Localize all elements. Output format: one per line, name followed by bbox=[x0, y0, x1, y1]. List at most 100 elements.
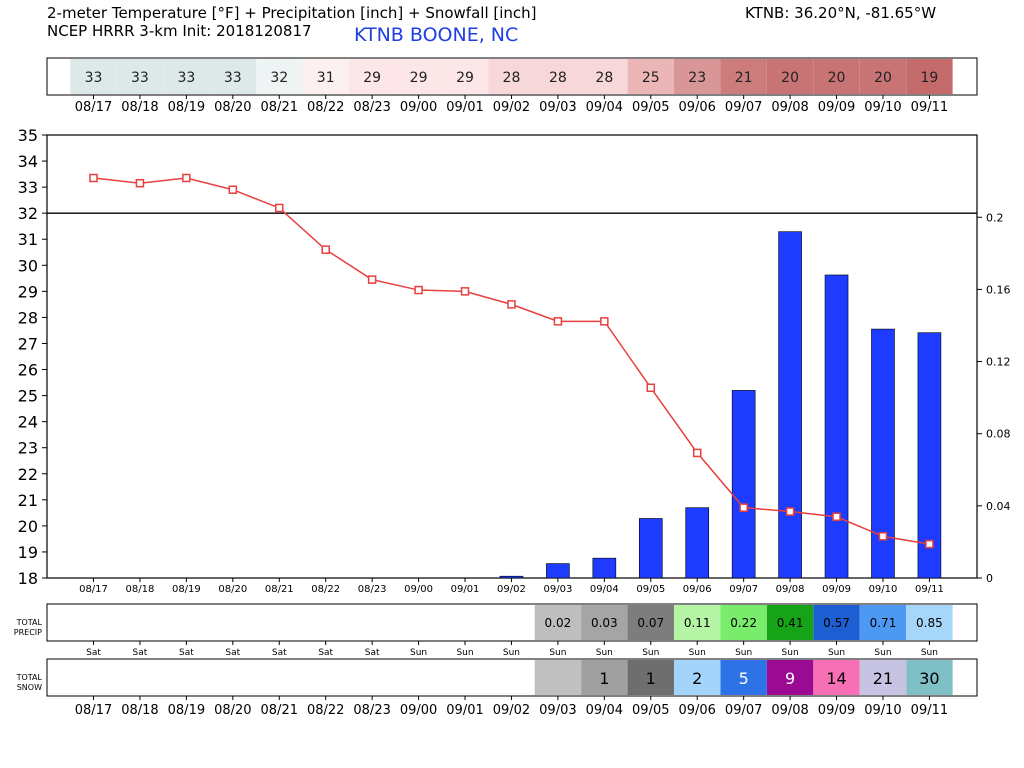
y-axis-tick-label: 32 bbox=[18, 204, 38, 223]
day-label: Sun bbox=[874, 648, 891, 658]
total-snow-cell-label: 5 bbox=[739, 669, 749, 688]
x-axis-tick-label: 08/20 bbox=[218, 584, 247, 595]
temperature-point bbox=[182, 173, 191, 183]
temperature-cell bbox=[859, 59, 907, 94]
temperature-cell bbox=[209, 59, 257, 94]
y-axis-tick-label: 30 bbox=[18, 256, 38, 275]
total-snow-cell-label: 14 bbox=[826, 669, 846, 688]
y-axis-tick-label: 33 bbox=[18, 178, 38, 197]
day-label: Sun bbox=[735, 648, 752, 658]
temperature-strip-time-label: 09/09 bbox=[818, 100, 855, 115]
x-axis-tick-label: 09/03 bbox=[543, 584, 572, 595]
total-snow-cell bbox=[813, 660, 860, 695]
y-axis-tick-label: 22 bbox=[18, 465, 38, 484]
bottom-axis-label: 09/05 bbox=[632, 703, 669, 718]
y-axis-tick-label: 29 bbox=[18, 282, 38, 301]
total-precip-cell bbox=[906, 605, 953, 640]
bottom-axis-label: 09/08 bbox=[771, 703, 808, 718]
temperature-cell-label: 23 bbox=[688, 70, 706, 86]
total-snow-cell bbox=[627, 660, 674, 695]
y2-axis-tick-label: 0 bbox=[986, 572, 993, 585]
temperature-cell bbox=[534, 59, 582, 94]
y-axis-tick-label: 34 bbox=[18, 152, 38, 171]
day-label: Sat bbox=[272, 648, 287, 658]
bottom-axis-label: 09/11 bbox=[911, 703, 948, 718]
y-axis-tick-label: 24 bbox=[18, 413, 38, 432]
x-axis-tick-label: 09/08 bbox=[776, 584, 805, 595]
bottom-axis-label: 09/10 bbox=[864, 703, 901, 718]
temperature-cell bbox=[720, 59, 767, 94]
precip-bar bbox=[778, 231, 802, 579]
total-precip-cell bbox=[627, 605, 674, 640]
x-axis-tick-label: 08/22 bbox=[311, 584, 340, 595]
total-precip-side-label-line2: PRECIP bbox=[14, 628, 42, 637]
bottom-axis-label: 09/02 bbox=[493, 703, 530, 718]
total-precip-cell bbox=[534, 605, 582, 640]
temperature-cell bbox=[116, 59, 164, 94]
temperature-cell-label: 33 bbox=[85, 70, 103, 86]
bottom-axis-label: 09/06 bbox=[678, 703, 715, 718]
precip-bar bbox=[685, 507, 710, 579]
day-label: Sun bbox=[921, 648, 938, 658]
x-axis-tick-label: 09/00 bbox=[404, 584, 433, 595]
model-init-label: NCEP HRRR 3-km Init: 2018120817 bbox=[47, 22, 312, 40]
bottom-axis-label: 09/03 bbox=[539, 703, 576, 718]
total-snow-side-label-line1: TOTAL bbox=[16, 673, 43, 682]
total-snow-cell-label: 2 bbox=[692, 669, 702, 688]
total-precip-cell-label: 0.71 bbox=[870, 616, 897, 630]
temperature-cell-label: 29 bbox=[410, 70, 428, 86]
day-label: Sun bbox=[689, 648, 706, 658]
temperature-cell-label: 19 bbox=[921, 70, 939, 86]
y2-axis-tick-label: 0.2 bbox=[986, 211, 1004, 224]
temperature-point bbox=[785, 507, 795, 516]
total-snow-cell-label: 30 bbox=[919, 669, 939, 688]
temperature-cell-label: 21 bbox=[735, 70, 753, 86]
precip-bar bbox=[871, 328, 895, 579]
x-axis-tick-label: 08/23 bbox=[358, 584, 387, 595]
total-snow-cell bbox=[859, 660, 907, 695]
temperature-strip-time-label: 09/03 bbox=[539, 100, 576, 115]
total-snow-cell bbox=[720, 660, 767, 695]
bottom-axis-label: 09/07 bbox=[725, 703, 762, 718]
temperature-cell-label: 32 bbox=[270, 70, 288, 86]
y-axis-tick-label: 25 bbox=[18, 387, 38, 406]
total-precip-cell-label: 0.41 bbox=[777, 616, 804, 630]
day-label: Sun bbox=[456, 648, 473, 658]
x-axis-tick-label: 09/06 bbox=[683, 584, 712, 595]
total-snow-cell bbox=[674, 660, 721, 695]
y-axis-tick-label: 23 bbox=[18, 439, 38, 458]
x-axis-tick-label: 09/02 bbox=[497, 584, 526, 595]
temperature-point bbox=[367, 275, 377, 284]
day-label: Sun bbox=[549, 648, 566, 658]
x-axis-tick-label: 08/18 bbox=[126, 584, 155, 595]
day-label: Sun bbox=[596, 648, 613, 658]
x-axis-tick-label: 09/10 bbox=[869, 584, 898, 595]
total-precip-cell bbox=[720, 605, 767, 640]
temperature-strip-time-label: 09/01 bbox=[446, 100, 483, 115]
temperature-point bbox=[321, 245, 330, 254]
temperature-strip-time-label: 08/19 bbox=[168, 100, 205, 115]
temperature-point bbox=[925, 539, 934, 549]
temperature-cell bbox=[348, 59, 396, 94]
y-axis-tick-label: 35 bbox=[18, 126, 38, 145]
y-axis-tick-label: 26 bbox=[18, 361, 38, 380]
temperature-point bbox=[739, 503, 748, 512]
temperature-point bbox=[646, 383, 656, 393]
temperature-strip-time-label: 09/05 bbox=[632, 100, 669, 115]
y-axis-tick-label: 19 bbox=[18, 543, 38, 562]
temperature-cell-label: 33 bbox=[131, 70, 149, 86]
station-coordinates: KTNB: 36.20°N, -81.65°W bbox=[745, 4, 937, 22]
temperature-cell bbox=[302, 59, 349, 94]
day-label: Sat bbox=[179, 648, 194, 658]
bottom-axis-label: 08/17 bbox=[75, 703, 112, 718]
temperature-point bbox=[878, 532, 888, 541]
total-precip-side-label-line1: TOTAL bbox=[16, 618, 43, 627]
x-axis-tick-label: 08/19 bbox=[172, 584, 201, 595]
temperature-point bbox=[135, 178, 145, 188]
temperature-cell bbox=[441, 59, 489, 94]
bottom-axis-label: 09/00 bbox=[400, 703, 437, 718]
total-snow-cell-label: 1 bbox=[599, 669, 609, 688]
temperature-strip-time-label: 09/00 bbox=[400, 100, 437, 115]
temperature-point bbox=[414, 285, 423, 295]
